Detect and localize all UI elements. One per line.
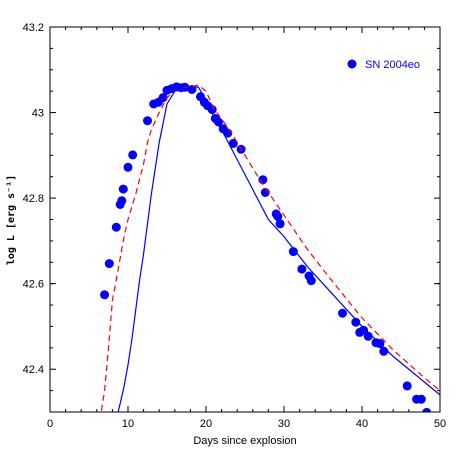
x-tick-label: 30 [278, 418, 290, 430]
data-point [117, 196, 127, 206]
x-tick-label: 20 [200, 418, 212, 430]
model-curve-solid [117, 86, 440, 412]
y-tick-label: 42.4 [23, 364, 44, 376]
data-point [118, 184, 128, 194]
x-tick-label: 10 [122, 418, 134, 430]
y-tick-label: 43.2 [23, 22, 44, 34]
data-point [158, 93, 168, 103]
y-tick-label: 42.8 [23, 193, 44, 205]
data-point [338, 308, 347, 318]
data-point [100, 290, 110, 300]
data-point [123, 162, 133, 172]
data-point [297, 264, 307, 274]
y-axis-label: log L [erg s⁻¹] [6, 175, 17, 265]
y-axis: 42.4 42.6 42.8 43 43.2 [23, 22, 440, 413]
data-point [104, 259, 114, 269]
data-point [288, 247, 298, 257]
legend: SN 2004eo [347, 59, 420, 71]
x-axis-label: Days since explosion [193, 435, 296, 447]
data-point [111, 222, 121, 232]
x-tick-label: 40 [356, 418, 368, 430]
data-point [416, 394, 426, 404]
plot-area [100, 82, 440, 412]
y-tick-label: 43 [32, 108, 44, 120]
x-axis: 0 10 20 30 40 50 [47, 27, 446, 430]
y-tick-label: 42.6 [23, 279, 44, 291]
legend-label: SN 2004eo [365, 59, 420, 71]
data-point [275, 219, 285, 229]
x-tick-label: 0 [47, 418, 53, 430]
data-point [306, 276, 316, 286]
model-curve-dashed [100, 84, 440, 412]
data-point [273, 212, 283, 221]
data-point [258, 175, 268, 185]
legend-marker [347, 59, 357, 69]
x-tick-label: 50 [434, 418, 446, 430]
data-point [228, 138, 238, 148]
data-point [402, 381, 412, 391]
data-point [351, 317, 361, 327]
data-point [128, 150, 138, 160]
data-point [143, 116, 152, 126]
